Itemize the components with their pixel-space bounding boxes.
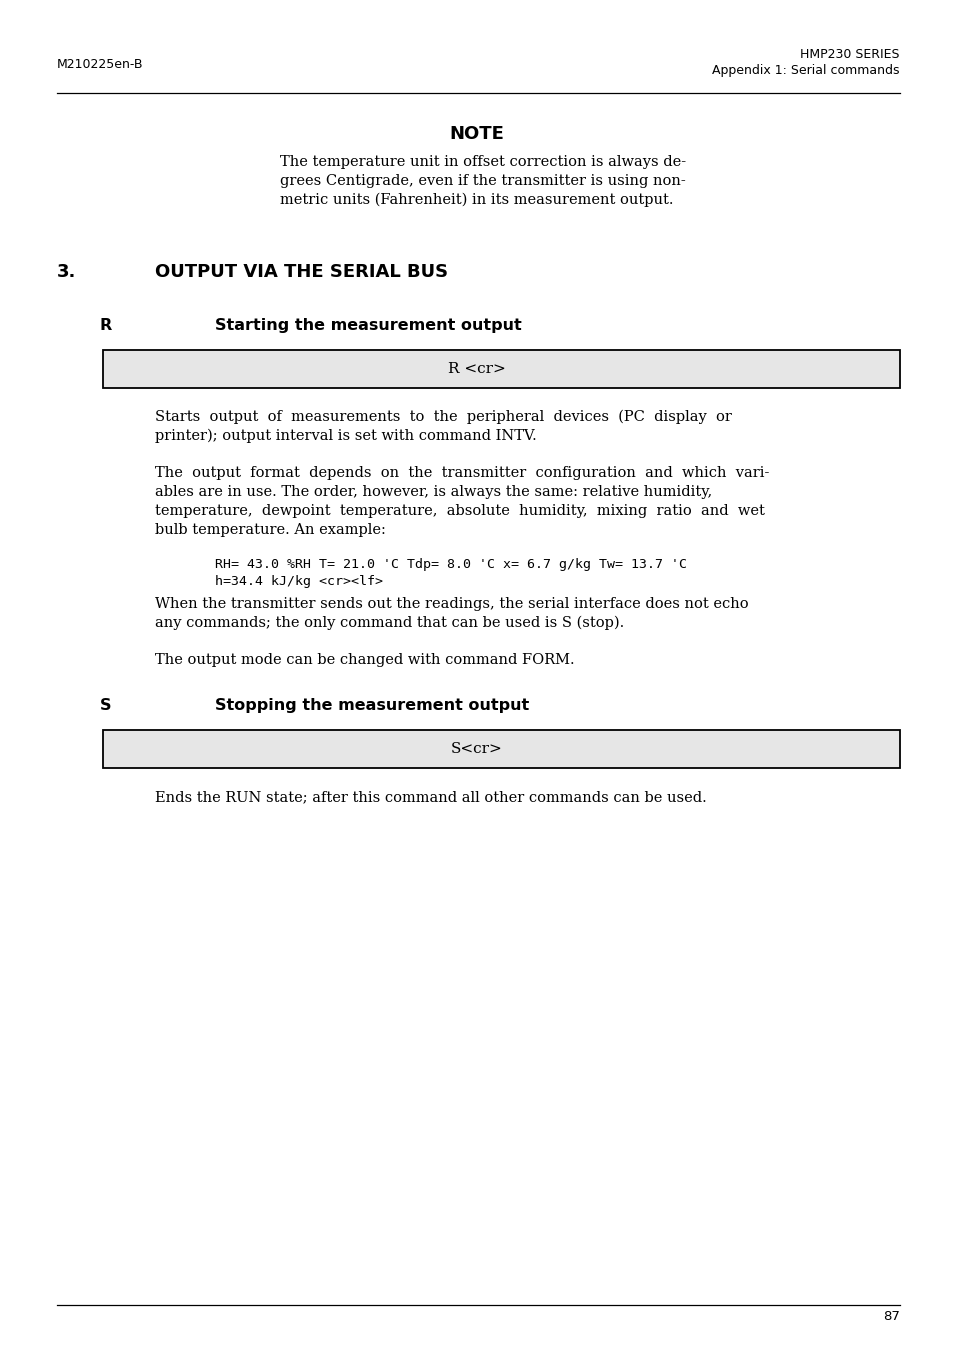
Text: grees Centigrade, even if the transmitter is using non-: grees Centigrade, even if the transmitte… <box>280 174 685 188</box>
Text: ables are in use. The order, however, is always the same: relative humidity,: ables are in use. The order, however, is… <box>154 485 712 499</box>
Text: Starting the measurement output: Starting the measurement output <box>214 317 521 332</box>
Text: When the transmitter sends out the readings, the serial interface does not echo: When the transmitter sends out the readi… <box>154 597 748 611</box>
Text: The  output  format  depends  on  the  transmitter  configuration  and  which  v: The output format depends on the transmi… <box>154 466 768 480</box>
Bar <box>103 350 899 388</box>
Text: 3.: 3. <box>57 263 76 281</box>
Text: OUTPUT VIA THE SERIAL BUS: OUTPUT VIA THE SERIAL BUS <box>154 263 448 281</box>
Text: any commands; the only command that can be used is S (stop).: any commands; the only command that can … <box>154 616 623 631</box>
Text: bulb temperature. An example:: bulb temperature. An example: <box>154 523 385 536</box>
Text: RH= 43.0 %RH T= 21.0 'C Tdp= 8.0 'C x= 6.7 g/kg Tw= 13.7 'C: RH= 43.0 %RH T= 21.0 'C Tdp= 8.0 'C x= 6… <box>214 558 686 571</box>
Text: 87: 87 <box>882 1310 899 1323</box>
Text: R <cr>: R <cr> <box>448 362 505 376</box>
Text: Appendix 1: Serial commands: Appendix 1: Serial commands <box>712 63 899 77</box>
Text: M210225en-B: M210225en-B <box>57 58 143 72</box>
Text: R: R <box>100 317 112 332</box>
Text: The output mode can be changed with command FORM.: The output mode can be changed with comm… <box>154 653 574 667</box>
Text: S<cr>: S<cr> <box>451 742 502 757</box>
Text: S: S <box>100 698 112 713</box>
Text: h=34.4 kJ/kg <cr><lf>: h=34.4 kJ/kg <cr><lf> <box>214 576 382 588</box>
Text: temperature,  dewpoint  temperature,  absolute  humidity,  mixing  ratio  and  w: temperature, dewpoint temperature, absol… <box>154 504 764 517</box>
Text: Stopping the measurement output: Stopping the measurement output <box>214 698 529 713</box>
Bar <box>103 730 899 767</box>
Text: HMP230 SERIES: HMP230 SERIES <box>800 49 899 61</box>
Text: metric units (Fahrenheit) in its measurement output.: metric units (Fahrenheit) in its measure… <box>280 193 673 208</box>
Text: The temperature unit in offset correction is always de-: The temperature unit in offset correctio… <box>280 155 685 169</box>
Text: Ends the RUN state; after this command all other commands can be used.: Ends the RUN state; after this command a… <box>154 790 706 804</box>
Text: Starts  output  of  measurements  to  the  peripheral  devices  (PC  display  or: Starts output of measurements to the per… <box>154 409 731 424</box>
Text: printer); output interval is set with command INTV.: printer); output interval is set with co… <box>154 430 537 443</box>
Text: NOTE: NOTE <box>449 126 504 143</box>
